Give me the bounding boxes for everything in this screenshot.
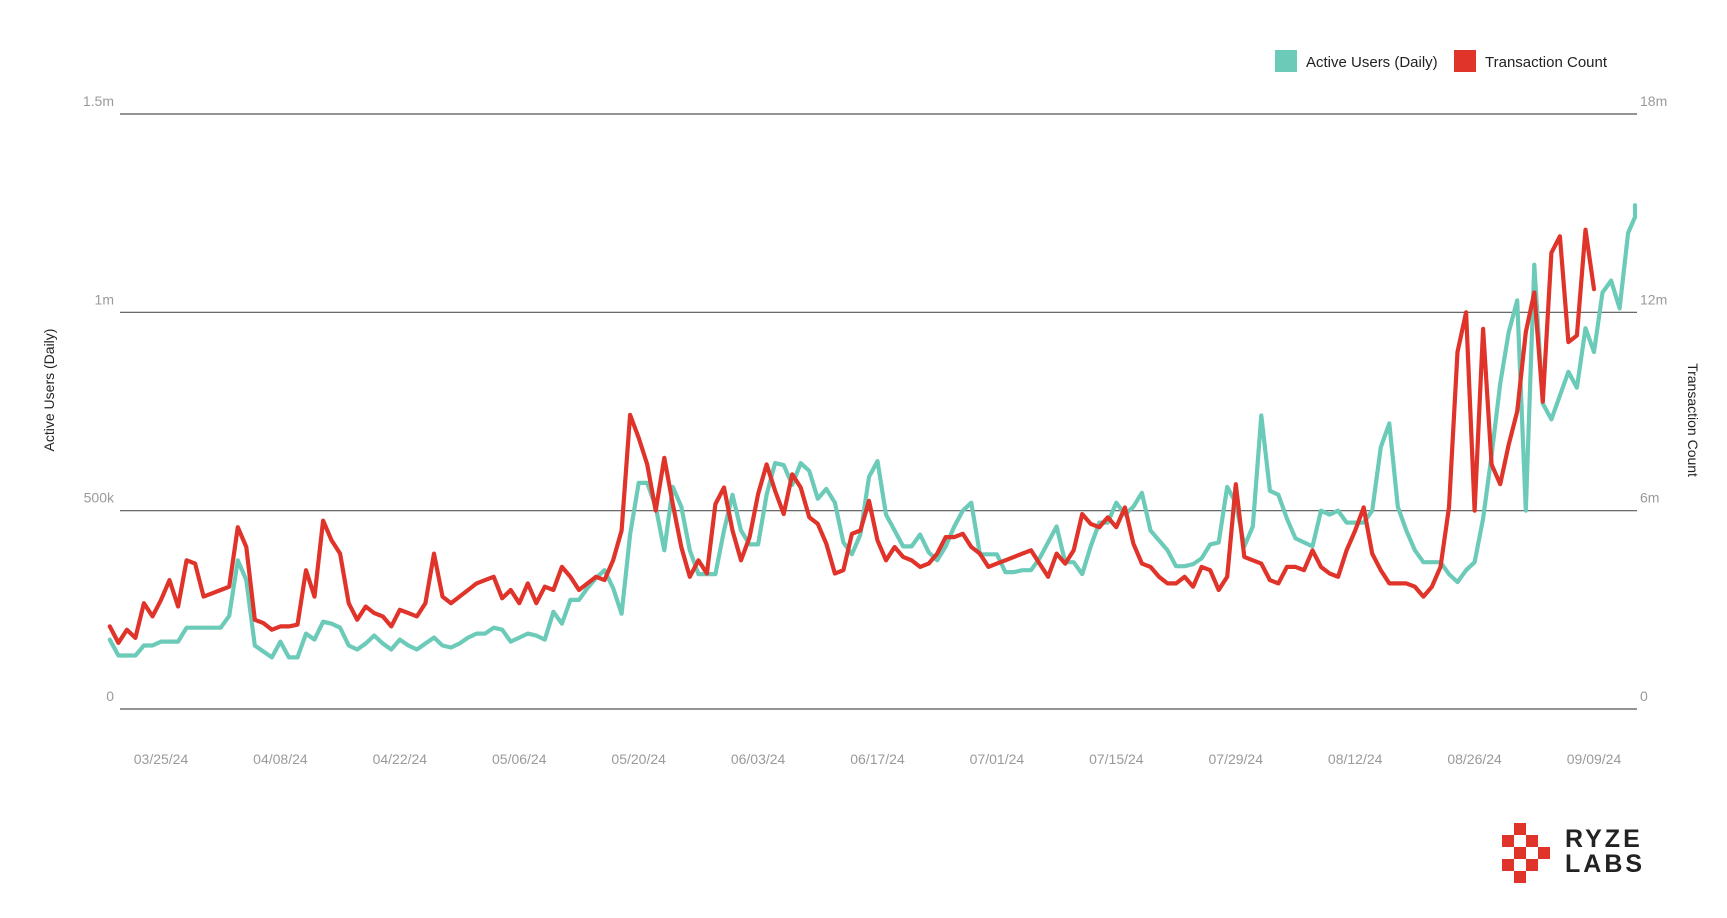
brand-logo: RYZE LABS — [1502, 823, 1645, 883]
x-tick-label: 04/08/24 — [253, 751, 308, 767]
x-tick-label: 07/15/24 — [1089, 751, 1144, 767]
left-axis-ticks: 0 500k 1m 1.5m — [83, 93, 115, 704]
gridlines — [120, 113, 1637, 710]
series-lines — [107, 203, 1638, 660]
legend-swatch-active-users — [1275, 50, 1297, 72]
right-tick-label: 18m — [1640, 93, 1667, 109]
right-tick-label: 0 — [1640, 688, 1648, 704]
right-axis-ticks: 0 6m 12m 18m — [1640, 93, 1667, 704]
x-tick-label: 08/12/24 — [1328, 751, 1383, 767]
logo-text-line1: RYZE — [1565, 825, 1643, 853]
legend-label-transaction-count: Transaction Count — [1485, 54, 1608, 71]
ryze-labs-logo-icon — [1502, 823, 1550, 883]
logo-text-line2: LABS — [1565, 850, 1645, 878]
x-tick-label: 08/26/24 — [1447, 751, 1502, 767]
x-tick-label: 05/06/24 — [492, 751, 547, 767]
x-tick-label: 03/25/24 — [134, 751, 189, 767]
left-tick-label: 500k — [84, 490, 115, 506]
x-tick-label: 09/09/24 — [1567, 751, 1622, 767]
left-tick-label: 1m — [95, 291, 114, 307]
legend: Active Users (Daily) Transaction Count — [1275, 50, 1608, 72]
x-tick-label: 05/20/24 — [611, 751, 666, 767]
series-line-active-users — [107, 203, 1638, 660]
right-tick-label: 6m — [1640, 490, 1659, 506]
left-axis-title: Active Users (Daily) — [41, 329, 57, 452]
series-line-transaction-count — [107, 227, 1597, 646]
legend-label-active-users: Active Users (Daily) — [1306, 54, 1438, 71]
left-tick-label: 1.5m — [83, 93, 114, 109]
right-axis-title: Transaction Count — [1685, 363, 1701, 477]
left-tick-label: 0 — [106, 688, 114, 704]
x-tick-label: 04/22/24 — [373, 751, 428, 767]
legend-swatch-transaction-count — [1454, 50, 1476, 72]
x-tick-label: 06/03/24 — [731, 751, 786, 767]
x-tick-label: 07/29/24 — [1209, 751, 1264, 767]
right-tick-label: 12m — [1640, 291, 1667, 307]
x-tick-label: 06/17/24 — [850, 751, 905, 767]
x-axis-ticks: 03/25/24 04/08/24 04/22/24 05/06/24 05/20/24… — [134, 751, 1622, 767]
x-tick-label: 07/01/24 — [970, 751, 1025, 767]
